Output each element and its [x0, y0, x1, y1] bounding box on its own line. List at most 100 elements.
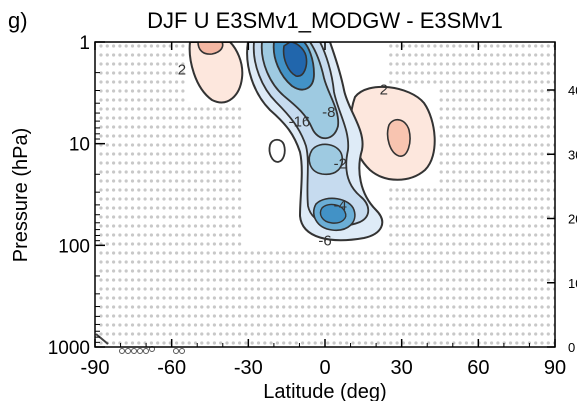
stipple-dot — [112, 188, 116, 192]
stipple-dot — [294, 251, 298, 255]
stipple-dot — [175, 134, 179, 138]
stipple-dot — [483, 242, 487, 246]
stipple-dot — [99, 296, 103, 300]
stipple-dot — [168, 305, 172, 309]
stipple-dot — [256, 314, 261, 318]
stipple-dot — [193, 179, 198, 183]
stipple-dot — [464, 152, 468, 156]
stipple-dot — [414, 62, 418, 66]
stipple-dot — [250, 260, 254, 264]
stipple-dot — [143, 98, 147, 102]
stipple-dot — [515, 341, 519, 345]
stipple-dot — [357, 278, 361, 282]
stipple-dot — [105, 188, 109, 192]
stipple-dot — [238, 314, 242, 318]
stipple-dot — [508, 287, 513, 291]
stipple-dot — [326, 287, 330, 291]
stipple-dot — [124, 98, 128, 102]
stipple-dot — [137, 332, 141, 336]
stipple-dot — [420, 224, 424, 228]
stipple-dot — [238, 251, 242, 255]
stipple-dot — [483, 224, 487, 228]
stipple-dot — [420, 188, 424, 192]
stipple-dot — [458, 188, 462, 192]
stipple-dot — [231, 125, 235, 129]
stipple-dot — [389, 188, 393, 192]
stipple-dot — [521, 287, 525, 291]
stipple-dot — [439, 98, 443, 102]
stipple-dot — [445, 278, 450, 282]
stipple-dot — [370, 314, 374, 318]
stipple-dot — [508, 116, 513, 120]
stipple-dot — [137, 242, 141, 246]
stipple-dot — [193, 296, 198, 300]
stipple-dot — [181, 80, 185, 84]
stipple-dot — [490, 53, 494, 57]
stipple-dot — [105, 296, 109, 300]
stipple-dot — [508, 305, 513, 309]
stipple-dot — [275, 251, 279, 255]
stipple-dot — [162, 269, 166, 273]
stipple-dot — [508, 251, 513, 255]
stipple-dot — [187, 287, 191, 291]
stipple-dot — [162, 251, 166, 255]
stipple-dot — [294, 323, 298, 327]
stipple-dot — [508, 269, 513, 273]
stipple-dot — [502, 287, 506, 291]
stipple-dot — [546, 242, 550, 246]
stipple-dot — [143, 332, 147, 336]
stipple-dot — [225, 296, 229, 300]
stipple-dot — [401, 287, 405, 291]
stipple-dot — [231, 332, 235, 336]
stipple-dot — [433, 197, 437, 201]
stipple-dot — [458, 332, 462, 336]
contour-labels: 2-16-82-2-4-6 — [178, 61, 388, 249]
stipple-dot — [175, 224, 179, 228]
stipple-dot — [99, 188, 103, 192]
stipple-dot — [156, 233, 160, 237]
stipple-dot — [149, 152, 153, 156]
stipple-dot — [219, 305, 223, 309]
stipple-dot — [546, 341, 550, 345]
stipple-dot — [477, 278, 481, 282]
stipple-dot — [364, 260, 368, 264]
stipple-dot — [231, 161, 235, 165]
stipple-dot — [99, 323, 103, 327]
stipple-dot — [420, 215, 424, 219]
stipple-dot — [307, 305, 311, 309]
stipple-dot — [414, 233, 418, 237]
stipple-dot — [149, 251, 153, 255]
stipple-dot — [149, 71, 153, 75]
stipple-dot — [332, 332, 336, 336]
stipple-dot — [483, 89, 487, 93]
stipple-dot — [471, 170, 475, 174]
stipple-dot — [137, 152, 141, 156]
stipple-dot — [105, 242, 109, 246]
stipple-dot — [534, 107, 538, 111]
stipple-dot — [477, 224, 481, 228]
stipple-dot — [527, 125, 532, 129]
stipple-dot — [502, 188, 506, 192]
stipple-dot — [483, 98, 487, 102]
stipple-dot — [427, 287, 431, 291]
stipple-dot — [193, 188, 198, 192]
stipple-dot — [219, 170, 223, 174]
stipple-dot — [508, 188, 513, 192]
stipple-dot — [112, 305, 116, 309]
stipple-dot — [130, 53, 135, 57]
stipple-dot — [508, 179, 513, 183]
stipple-dot — [521, 332, 525, 336]
stipple-dot — [130, 305, 135, 309]
stipple-dot — [168, 188, 172, 192]
x-tick-label: 30 — [391, 357, 413, 379]
stipple-dot — [206, 296, 210, 300]
stipple-dot — [294, 314, 298, 318]
stipple-dot — [382, 332, 387, 336]
stipple-dot — [118, 278, 122, 282]
stipple-dot — [288, 314, 292, 318]
stipple-dot — [351, 260, 355, 264]
stipple-dot — [288, 260, 292, 264]
stipple-dot — [408, 197, 412, 201]
stipple-dot — [294, 278, 298, 282]
stipple-dot — [408, 305, 412, 309]
